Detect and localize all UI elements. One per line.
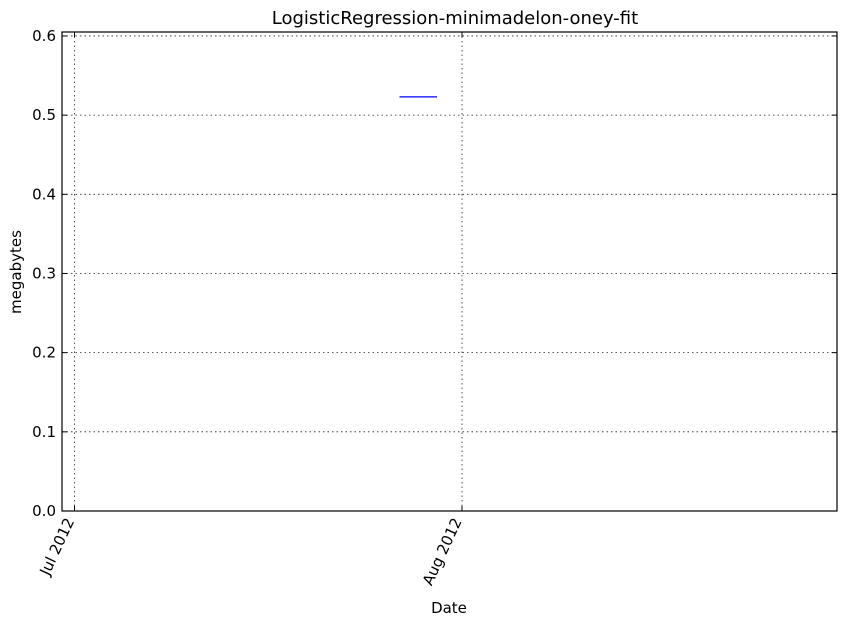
y-tick-label: 0.4 bbox=[32, 185, 56, 203]
y-axis-label: megabytes bbox=[7, 230, 25, 314]
y-tick-label: 0.5 bbox=[32, 106, 56, 124]
chart-title: LogisticRegression-minimadelon-oney-fit bbox=[272, 8, 638, 29]
y-tick-label: 0.1 bbox=[32, 423, 56, 441]
plot-frame bbox=[61, 31, 838, 512]
x-axis-label: Date bbox=[431, 599, 467, 617]
y-tick-label: 0.3 bbox=[32, 264, 56, 282]
y-tick-label: 0.2 bbox=[32, 344, 56, 362]
y-tick-label: 0.6 bbox=[32, 27, 56, 45]
y-tick-label: 0.0 bbox=[32, 502, 56, 520]
